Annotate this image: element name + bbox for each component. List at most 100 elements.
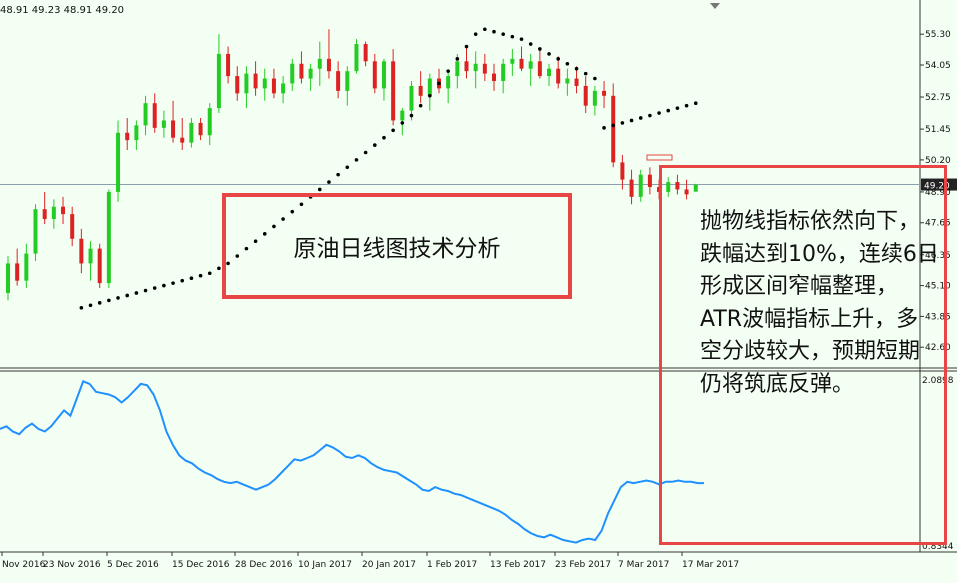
chart-shift-marker-icon[interactable] <box>710 3 720 9</box>
candle <box>492 63 497 91</box>
candle <box>381 58 386 101</box>
candle <box>510 48 515 77</box>
candle-body <box>336 71 341 91</box>
candle <box>235 66 240 101</box>
time-tick-label: 15 Dec 2016 <box>172 560 230 570</box>
candle-body <box>473 63 478 72</box>
candle-body <box>152 103 157 128</box>
sar-dot <box>207 271 212 276</box>
annotation-title-box: 原油日线图技术分析 <box>222 193 572 299</box>
sar-dot <box>574 66 579 71</box>
sar-dot <box>180 278 185 283</box>
sar-dot <box>317 187 322 192</box>
candle-body <box>354 44 359 72</box>
candle-body <box>372 61 377 89</box>
candle <box>299 51 304 84</box>
candle-body <box>235 76 240 94</box>
candle <box>629 169 634 205</box>
price-tick-label: 50.20 <box>925 156 951 166</box>
sar-dot <box>556 57 560 61</box>
time-tick-label: 28 Dec 2016 <box>235 560 293 570</box>
candle-body <box>134 125 139 141</box>
sar-dot <box>217 266 221 271</box>
candle-body <box>510 58 515 64</box>
time-tick-label: 17 Mar 2017 <box>682 560 739 570</box>
sar-dot <box>583 71 588 76</box>
candle-body <box>125 132 130 141</box>
price-tick-label: 42.60 <box>925 343 951 353</box>
candle-body <box>6 263 10 293</box>
candle-body <box>290 63 295 84</box>
price-tick-label: 48.90 <box>925 188 951 198</box>
candle-body <box>189 122 194 143</box>
candle-body <box>61 206 66 215</box>
candle <box>116 120 121 202</box>
candle <box>33 204 38 261</box>
atr-ticks-group: 2.0898 0.8344 <box>922 376 954 552</box>
sar-dot <box>492 29 496 34</box>
candle-body <box>79 238 84 264</box>
candle <box>473 51 478 89</box>
atr-group <box>0 379 704 544</box>
candle-body <box>262 78 267 89</box>
candle-body <box>565 78 570 84</box>
sar-dot <box>446 69 450 73</box>
candle <box>42 191 47 224</box>
candle-body <box>592 90 597 106</box>
sar-dot <box>675 106 680 110</box>
candle <box>152 93 157 133</box>
candle <box>391 48 396 126</box>
candle <box>290 58 295 91</box>
sar-dot <box>382 135 386 140</box>
candle <box>189 117 194 148</box>
candle <box>326 29 331 79</box>
candle-body <box>97 248 102 284</box>
sar-dot <box>565 61 570 66</box>
candle <box>253 61 258 96</box>
candle-body <box>15 263 20 281</box>
candle-body <box>427 78 432 96</box>
candle <box>620 154 625 190</box>
time-tick-label: 7 Mar 2017 <box>618 560 669 570</box>
sar-dot <box>327 180 331 184</box>
candle-body <box>88 248 93 264</box>
current-price-line-group: 49.20 <box>0 178 957 192</box>
candle <box>556 56 561 89</box>
candle-body <box>537 61 542 77</box>
candle-body <box>244 73 249 94</box>
time-tick-label: 1 Feb 2017 <box>427 560 477 570</box>
sar-dot <box>693 101 698 105</box>
sar-dot <box>437 81 441 86</box>
sar-dot <box>538 47 542 51</box>
sar-dot <box>88 303 93 308</box>
candle-body <box>70 214 75 239</box>
candle <box>565 68 570 96</box>
candle <box>464 46 469 79</box>
candle <box>547 63 552 86</box>
candle-body <box>24 253 29 281</box>
candle <box>537 48 542 79</box>
sar-dot <box>253 239 258 244</box>
candle <box>207 103 212 146</box>
candle-body <box>207 108 212 136</box>
candle <box>528 53 533 86</box>
candle-body <box>409 85 414 111</box>
sar-dot <box>262 232 267 236</box>
sar-dot <box>134 291 139 295</box>
candle <box>574 66 579 94</box>
candle <box>501 58 506 94</box>
candle-body <box>116 132 121 192</box>
sar-dot <box>152 286 157 290</box>
candle <box>647 167 652 195</box>
candle <box>592 85 597 116</box>
candle <box>583 76 588 114</box>
candle <box>675 174 680 195</box>
candle <box>61 196 66 224</box>
sar-dot <box>510 34 515 39</box>
candle-body <box>253 73 258 89</box>
sar-dot <box>620 121 625 125</box>
candle <box>345 66 350 106</box>
sar-dot <box>519 37 524 41</box>
sar-dot <box>418 103 423 108</box>
